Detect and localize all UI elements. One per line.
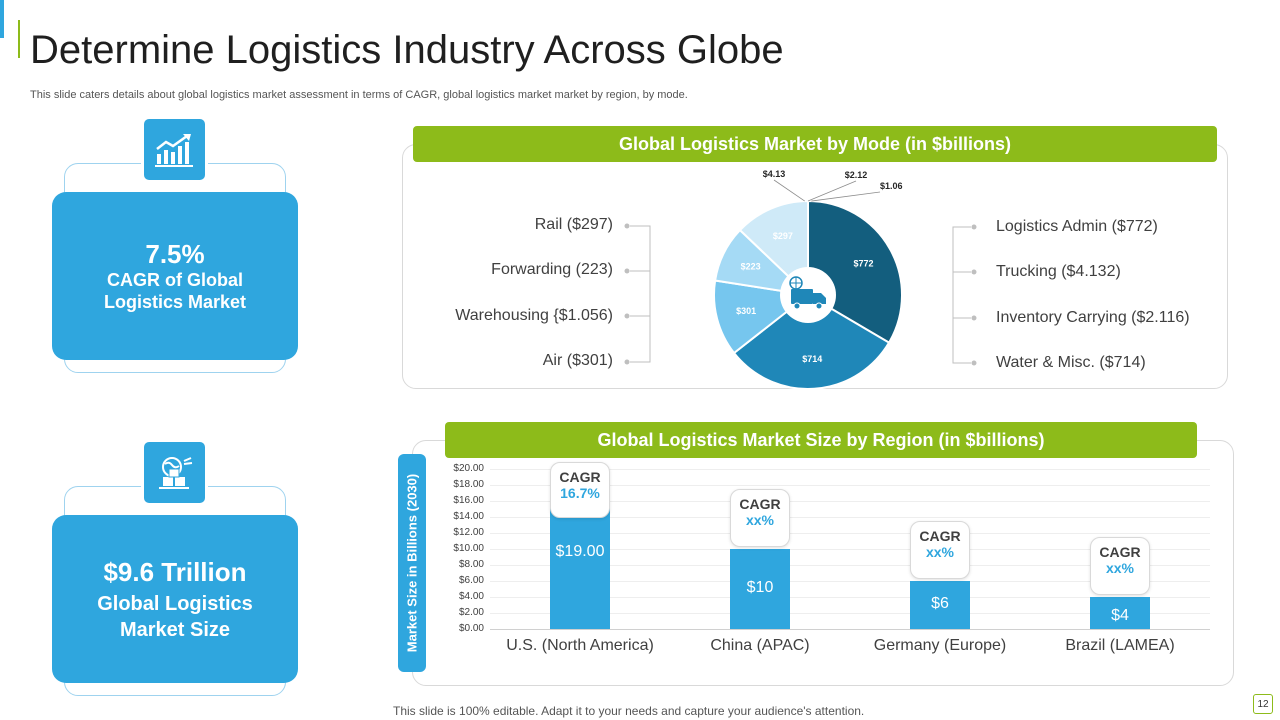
pie-slice-label: $223 [741,262,761,272]
kpi-market-size: $9.6 Trillion Global Logistics Market Si… [52,439,298,699]
kpi-card: 7.5% CAGR of Global Logistics Market [52,192,298,360]
pie-leader-line [807,180,857,202]
cagr-badge-value: 16.7% [560,485,600,501]
kpi-label-line2: Logistics Market [103,291,247,312]
bar [1090,597,1150,629]
cagr-badge-value: xx% [1105,560,1135,576]
y-tick-label: $8.00 [458,559,484,570]
y-tick-label: $20.00 [453,463,484,474]
bar-value-label: $6 [931,595,949,612]
page-subtitle: This slide caters details about global l… [30,89,688,101]
cagr-badge-value: xx% [745,512,775,528]
gridline [490,517,1210,518]
title-accent-line [18,20,20,58]
y-tick-label: $14.00 [453,511,484,522]
pie-slice-label: $4.13 [763,169,786,179]
x-category-label: U.S. (North America) [506,637,654,654]
gridline [490,469,1210,470]
pie-slice-label: $297 [773,231,793,241]
legend-rail: Rail ($297) [534,216,613,233]
y-tick-label: $0.00 [458,623,484,634]
gridline [490,501,1210,502]
gridline [490,533,1210,534]
gridline [490,565,1210,566]
pie-slice [738,199,809,298]
pie-leader-line [811,191,881,202]
gridline [490,613,1210,614]
pie-slice-label: $1.06 [880,181,903,191]
legend-trucking: Trucking ($4.132) [996,263,1121,280]
y-tick-label: $12.00 [453,527,484,538]
kpi-value: 7.5% [145,238,205,269]
y-tick-label: $16.00 [453,495,484,506]
cagr-badge: CAGR xx% [1090,537,1150,595]
cagr-badge: CAGR xx% [730,489,790,547]
bar-value-label: $19.00 [555,543,605,560]
kpi-label-line1: Global Logistics [97,592,253,615]
x-axis-line [490,629,1210,630]
mode-pie-chart: $772 $714 $301 $223 $297 $4.13 $2.12 $1.06 [713,169,903,390]
kpi-value: $9.6 Trillion [103,556,247,587]
footer-note: This slide is 100% editable. Adapt it to… [393,704,865,718]
pie-slice-label: $301 [736,306,756,316]
x-category-label: Germany (Europe) [873,637,1007,654]
bar [910,581,970,629]
x-category-label: China (APAC) [710,637,810,654]
kpi-cagr: 7.5% CAGR of Global Logistics Market [52,116,298,380]
region-panel-header: Global Logistics Market Size by Region (… [445,422,1197,458]
globe-packages-icon [141,439,208,506]
kpi-card: $9.6 Trillion Global Logistics Market Si… [52,515,298,683]
pie-slice-label: $714 [802,354,822,364]
cagr-badge-title: CAGR [919,528,961,544]
gridline [490,597,1210,598]
cagr-badge: CAGR 16.7% [550,462,610,518]
y-tick-label: $18.00 [453,479,484,490]
left-legend-connector [624,223,651,365]
legend-inventory-carrying: Inventory Carrying ($2.116) [996,309,1190,326]
pie-slice [732,293,891,390]
cagr-badge-title: CAGR [739,496,781,512]
bar-value-label: $10 [746,579,774,596]
legend-forwarding: Forwarding (223) [491,261,613,278]
legend-logistics-admin: Logistics Admin ($772) [996,218,1158,235]
accent-bar [0,0,4,38]
y-tick-label: $4.00 [458,591,484,602]
bar-value-label: $4 [1111,607,1129,624]
pie-slice-label: $2.12 [845,170,868,180]
x-category-label: Brazil (LAMEA) [1065,637,1175,654]
delivery-truck-icon [789,276,826,310]
y-axis-label-box [398,454,426,672]
y-tick-label: $2.00 [458,607,484,618]
legend-air: Air ($301) [542,352,613,369]
cagr-badge-value: xx% [925,544,955,560]
cagr-badge-title: CAGR [559,469,601,485]
legend-water-misc: Water & Misc. ($714) [996,354,1146,371]
pie-leader-line [773,179,805,202]
pie-slice-label: $772 [853,258,873,268]
cagr-badge-title: CAGR [1099,544,1141,560]
right-legend-connector [952,224,977,366]
y-tick-label: $10.00 [453,543,484,554]
gridline [490,581,1210,582]
growth-chart-icon [141,116,208,183]
mode-panel-header: Global Logistics Market by Mode (in $bil… [413,126,1217,162]
bar [730,549,790,629]
y-tick-label: $6.00 [458,575,484,586]
gridline [490,485,1210,486]
kpi-label-line1: CAGR of Global [107,269,243,290]
page-number: 12 [1253,694,1273,714]
cagr-badge: CAGR xx% [910,521,970,579]
y-axis-label: Market Size in Billions (2030) [404,473,420,653]
page-title: Determine Logistics Industry Across Glob… [30,28,784,72]
gridline [490,549,1210,550]
kpi-label-line2: Market Size [119,618,231,641]
legend-warehousing: Warehousing {$1.056) [455,307,613,324]
